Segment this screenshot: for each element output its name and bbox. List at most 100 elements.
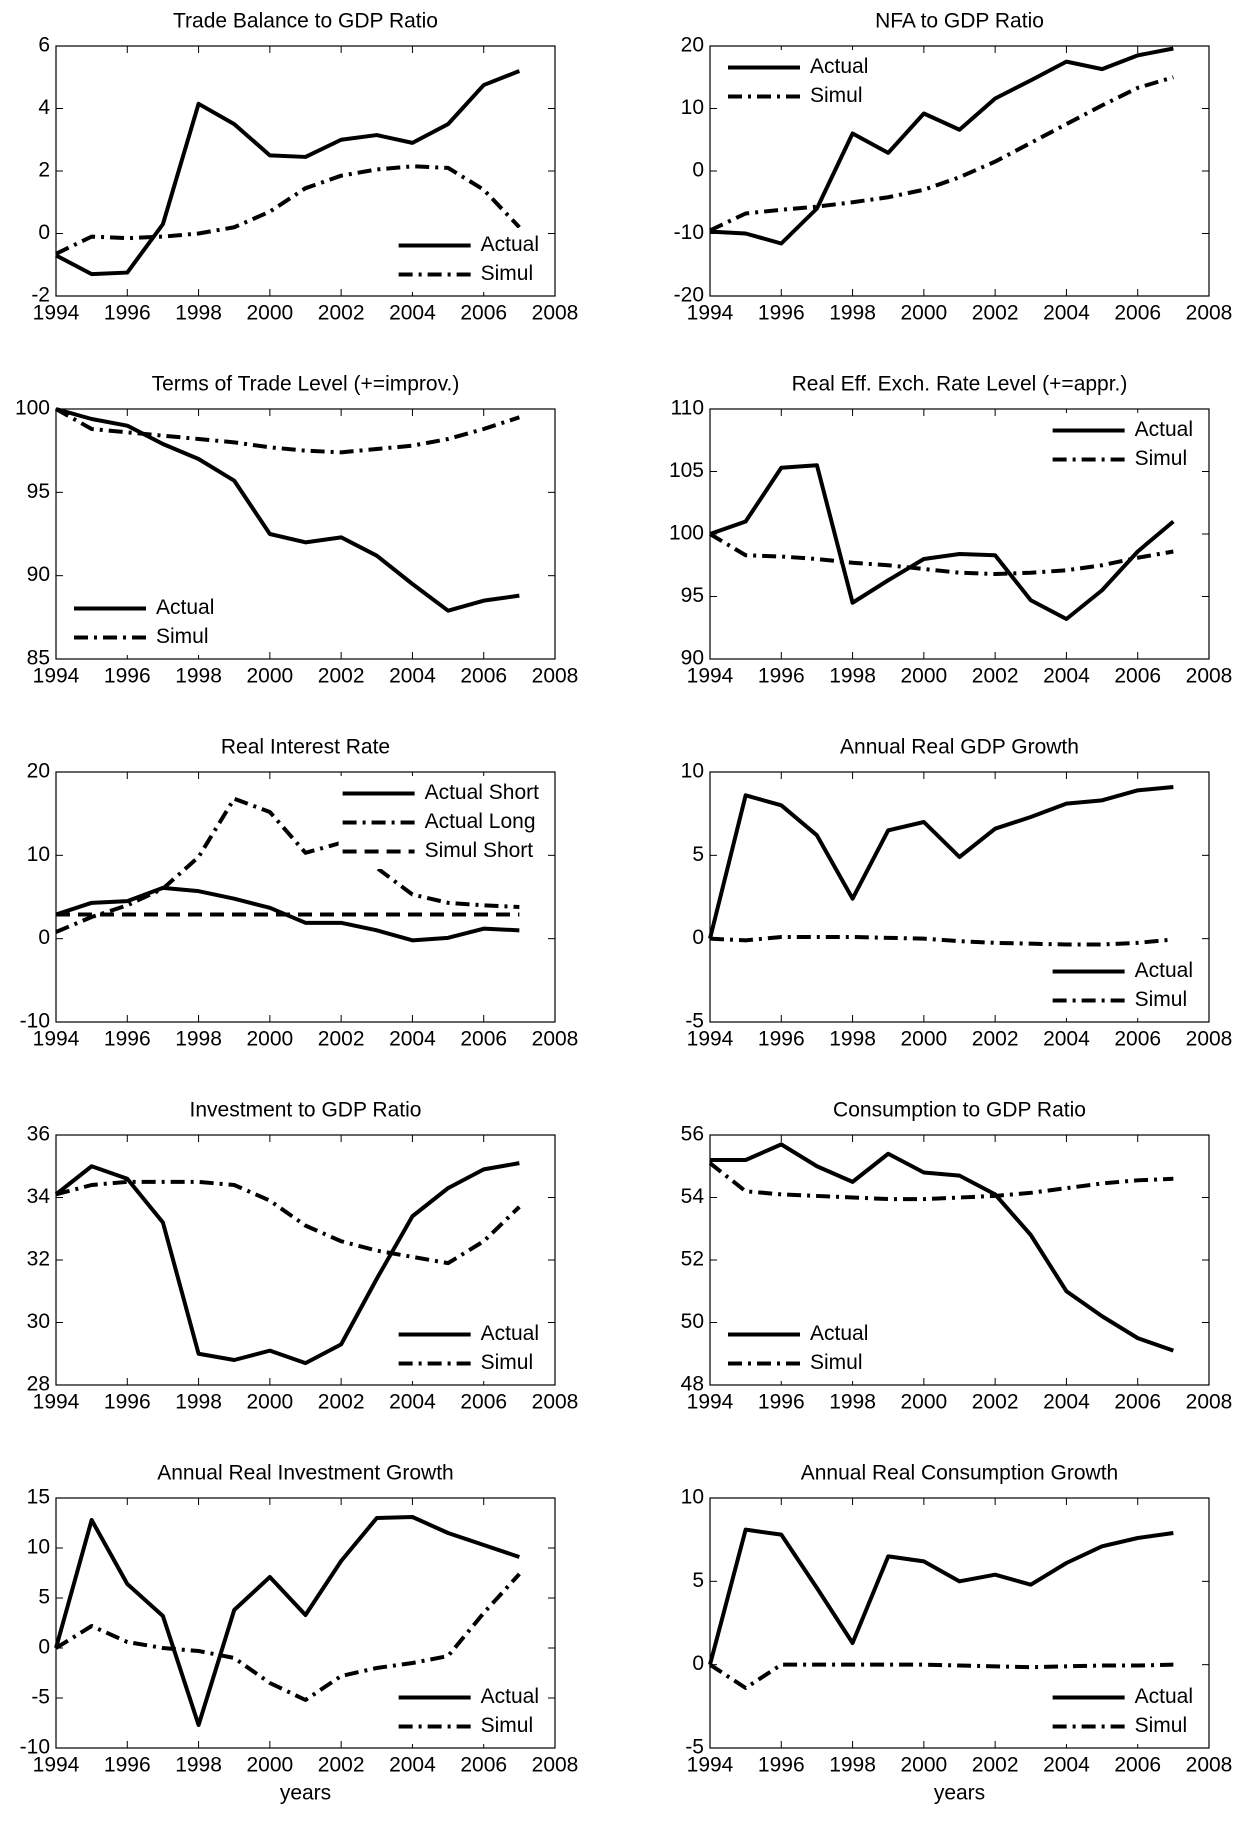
- x-tick-label: 1996: [104, 1754, 151, 1777]
- x-tick-label: 2002: [972, 302, 1019, 325]
- x-tick-label: 2000: [246, 1028, 293, 1051]
- x-tick-label: 2004: [1043, 1754, 1090, 1777]
- x-tick-label: 2008: [1186, 1028, 1233, 1051]
- legend-label: Actual: [1135, 1685, 1193, 1708]
- legend: Actual Short Actual Long Simul Short: [338, 776, 547, 869]
- x-tick-label: 2008: [1186, 1391, 1233, 1414]
- chart-title: Consumption to GDP Ratio: [833, 1099, 1086, 1122]
- chart-title: NFA to GDP Ratio: [875, 10, 1044, 33]
- x-tick-label: 2000: [900, 302, 947, 325]
- y-tick-label: 0: [692, 159, 704, 182]
- x-tick-label: 2008: [1186, 302, 1233, 325]
- legend-background: [1048, 413, 1201, 477]
- legend-background: [724, 50, 877, 114]
- y-tick-label: 2: [38, 159, 50, 182]
- y-tick-label: 0: [692, 926, 704, 949]
- data-line: [55, 1179, 521, 1266]
- subplot: Terms of Trade Level (+=improv.) 1994 1996…: [15, 373, 578, 688]
- plot-frame: [55, 408, 556, 660]
- y-tick-label: -10: [20, 1010, 50, 1033]
- x-tick-label: 1998: [829, 1028, 876, 1051]
- x-tick-label: 2006: [460, 302, 507, 325]
- x-tick-label: 2004: [1043, 1028, 1090, 1051]
- y-tick-label: 10: [681, 96, 704, 119]
- y-tick-label: 4: [38, 96, 50, 119]
- data-line: [708, 532, 1174, 576]
- y-tick-label: 10: [681, 760, 704, 783]
- y-tick-label: 5: [38, 1586, 50, 1609]
- x-tick-label: 2006: [1114, 302, 1161, 325]
- x-tick-label: 2000: [246, 302, 293, 325]
- legend: Actual Simul: [394, 228, 547, 292]
- x-tick-label: 2002: [318, 302, 365, 325]
- plot-frame: [709, 771, 1210, 1023]
- plot-frame: [709, 1497, 1210, 1749]
- legend: Actual Simul: [1048, 954, 1201, 1018]
- y-tick-label: 10: [681, 1486, 704, 1509]
- legend: Actual Simul: [394, 1680, 547, 1744]
- x-tick-label: 1994: [33, 665, 80, 688]
- data-line: [708, 1527, 1174, 1666]
- y-tick-label: 5: [692, 843, 704, 866]
- y-tick-label: 100: [669, 522, 704, 545]
- plot-frame: [55, 45, 556, 297]
- legend-label: Simul: [1135, 447, 1188, 470]
- y-tick-label: 6: [38, 34, 50, 57]
- x-tick-label: 1998: [175, 1028, 222, 1051]
- y-tick-label: 50: [681, 1310, 704, 1333]
- legend-label: Actual: [156, 596, 214, 619]
- legend: Actual Simul: [1048, 413, 1201, 477]
- legend-label: Actual: [481, 1322, 539, 1345]
- legend-background: [1048, 1680, 1201, 1744]
- y-tick-label: 85: [27, 647, 50, 670]
- y-tick-label: 20: [681, 34, 704, 57]
- x-tick-label: 2000: [246, 1754, 293, 1777]
- plot-frame: [55, 771, 556, 1023]
- x-axis-label: years: [280, 1782, 331, 1805]
- legend-label: Simul: [481, 1351, 534, 1374]
- x-tick-label: 1994: [33, 302, 80, 325]
- x-tick-label: 1996: [758, 1028, 805, 1051]
- x-tick-label: 1994: [687, 302, 734, 325]
- x-tick-label: 2008: [1186, 1754, 1233, 1777]
- y-tick-label: 56: [681, 1123, 704, 1146]
- legend-label: Simul: [1135, 988, 1188, 1011]
- data-line: [709, 463, 1175, 621]
- legend-label: Actual Long: [425, 810, 536, 833]
- x-tick-label: 1998: [829, 1391, 876, 1414]
- legend-label: Actual: [810, 55, 868, 78]
- data-line: [709, 46, 1174, 246]
- x-tick-label: 1996: [104, 665, 151, 688]
- subplot: NFA to GDP Ratio 1994 1996 1998 2000 2002 2004…: [674, 10, 1233, 325]
- x-tick-label: 2006: [1114, 1028, 1161, 1051]
- y-tick-label: 105: [669, 459, 704, 482]
- y-tick-label: 100: [15, 397, 50, 420]
- x-tick-label: 2006: [1114, 665, 1161, 688]
- x-tick-label: 2004: [389, 665, 436, 688]
- legend: Actual Simul: [394, 1317, 547, 1381]
- data-line: [708, 1662, 1174, 1690]
- legend-background: [70, 591, 223, 655]
- y-tick-label: 90: [27, 563, 50, 586]
- x-tick-label: 1998: [175, 302, 222, 325]
- x-tick-label: 1996: [104, 1391, 151, 1414]
- y-tick-label: 28: [27, 1373, 50, 1396]
- x-tick-label: 2008: [1186, 665, 1233, 688]
- y-tick-label: -2: [31, 284, 50, 307]
- y-tick-label: 95: [681, 584, 704, 607]
- legend-label: Actual: [810, 1322, 868, 1345]
- x-tick-label: 2002: [318, 1391, 365, 1414]
- y-tick-label: -20: [674, 284, 704, 307]
- y-tick-label: -5: [31, 1686, 50, 1709]
- subplot: Real Eff. Exch. Rate Level (+=appr.) 1994…: [669, 373, 1232, 688]
- legend-label: Simul: [1135, 1714, 1188, 1737]
- x-tick-label: 2004: [389, 1028, 436, 1051]
- data-line: [55, 407, 520, 613]
- x-tick-label: 2002: [972, 1754, 1019, 1777]
- legend-label: Actual: [481, 233, 539, 256]
- y-tick-label: -5: [685, 1736, 704, 1759]
- data-line: [55, 164, 521, 256]
- legend-background: [394, 228, 547, 292]
